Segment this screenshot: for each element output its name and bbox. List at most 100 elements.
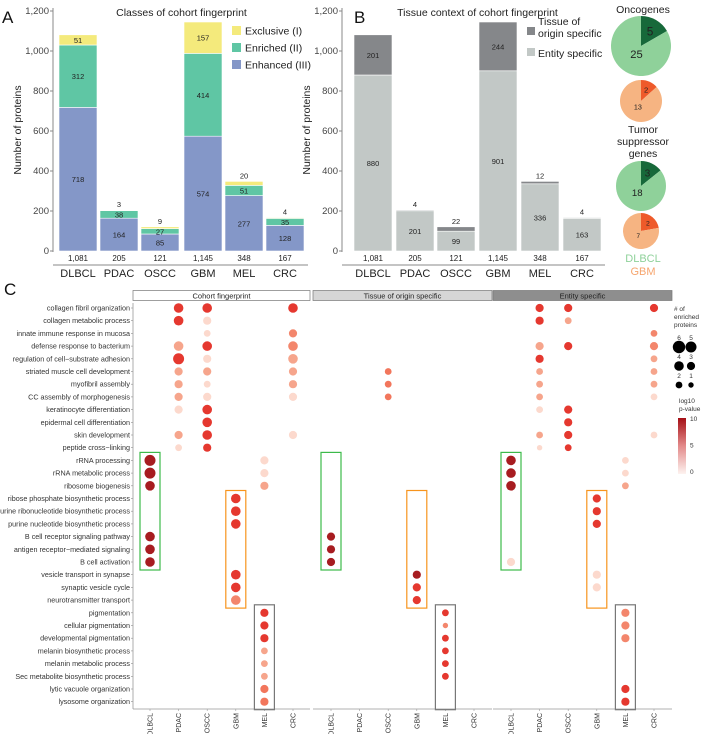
term-label: B cell receptor signaling pathway bbox=[25, 532, 130, 541]
dot bbox=[326, 532, 336, 541]
term-label: rRNA processing bbox=[76, 456, 130, 465]
dot bbox=[202, 341, 212, 351]
y-tick-label: 400 bbox=[322, 166, 338, 177]
bar-value-label: 4 bbox=[580, 208, 584, 217]
size-legend-dot bbox=[685, 341, 697, 353]
dot bbox=[442, 622, 449, 629]
dot bbox=[592, 570, 601, 579]
color-legend-title: log10 bbox=[679, 398, 695, 405]
size-legend-label: 6 bbox=[677, 335, 681, 342]
legend-label: Enhanced (III) bbox=[245, 60, 311, 72]
y-tick-label: 1,000 bbox=[314, 46, 338, 57]
bar-value-label: 157 bbox=[197, 34, 210, 43]
bar-segment bbox=[395, 209, 435, 212]
highlight-box bbox=[253, 604, 275, 711]
x-tick-label: MEL bbox=[529, 268, 552, 280]
term-label: melanin metabolic process bbox=[45, 659, 130, 668]
dot bbox=[231, 595, 241, 605]
bar-value-label: 880 bbox=[367, 159, 380, 168]
term-label: collagen fibril organization bbox=[47, 304, 130, 313]
dot bbox=[536, 368, 543, 375]
pie-slice bbox=[623, 213, 659, 249]
size-legend-label: 4 bbox=[677, 354, 681, 361]
bar-segment bbox=[183, 135, 223, 252]
dot bbox=[442, 634, 449, 642]
dot bbox=[260, 469, 269, 478]
y-tick-label: 1,000 bbox=[25, 46, 49, 57]
dot bbox=[260, 621, 269, 630]
dot bbox=[536, 406, 543, 413]
legend-swatch bbox=[232, 26, 241, 35]
dot bbox=[650, 330, 658, 337]
bar-value-label: 164 bbox=[113, 231, 126, 240]
dot bbox=[592, 583, 601, 592]
bar-segment bbox=[224, 195, 264, 252]
bar-segment bbox=[183, 53, 223, 137]
term-label: vesicle transport in synapse bbox=[41, 570, 130, 579]
facet-strip bbox=[492, 290, 673, 301]
dot bbox=[261, 672, 268, 680]
size-legend-dot bbox=[688, 382, 694, 388]
highlight-box bbox=[139, 451, 161, 571]
facet-strip-label: Entity specific bbox=[560, 292, 606, 301]
color-legend-tick: 5 bbox=[690, 443, 694, 450]
dot bbox=[173, 303, 184, 313]
x-tick-label: PDAC bbox=[537, 713, 544, 732]
term-label: cellular pigmentation bbox=[64, 621, 130, 630]
pie-group-title: Tumor bbox=[628, 124, 658, 136]
bar-value-label: 201 bbox=[367, 51, 380, 60]
bar-segment bbox=[478, 70, 518, 252]
legend-label: Exclusive (I) bbox=[245, 26, 302, 38]
size-legend-label: 3 bbox=[689, 354, 693, 361]
x-tick-label: DLBCL bbox=[60, 268, 95, 280]
dot bbox=[261, 660, 268, 667]
bar-value-label: 163 bbox=[576, 231, 589, 240]
dot bbox=[261, 647, 268, 655]
x-tick-label: MEL bbox=[623, 713, 630, 728]
bar-value-label: 128 bbox=[279, 234, 292, 243]
bar-total-label: 1,081 bbox=[363, 254, 384, 263]
x-tick-label: GBM bbox=[414, 713, 421, 729]
bar-value-label: 12 bbox=[536, 171, 544, 180]
x-tick-label: DLBCL bbox=[355, 268, 390, 280]
size-legend-label: 1 bbox=[689, 373, 693, 380]
bar-segment bbox=[265, 217, 305, 219]
panel-label-a: A bbox=[2, 8, 14, 27]
x-tick-label: GBM bbox=[233, 713, 240, 729]
dot bbox=[621, 634, 630, 643]
dot bbox=[442, 660, 449, 667]
term-label: developmental pigmentation bbox=[40, 634, 130, 643]
dot bbox=[260, 481, 269, 490]
dot bbox=[203, 316, 212, 325]
term-label: epidermal cell differentiation bbox=[41, 418, 130, 427]
x-tick-label: OSCC bbox=[144, 268, 176, 280]
legend-label: Tissue of bbox=[538, 16, 580, 28]
dot bbox=[288, 380, 298, 389]
dot bbox=[288, 392, 298, 401]
bar-value-label: 99 bbox=[452, 237, 460, 246]
dot bbox=[173, 341, 184, 351]
bar-total-label: 205 bbox=[408, 254, 422, 263]
term-label: neurotransmitter transport bbox=[47, 596, 130, 605]
bar-total-label: 121 bbox=[449, 254, 463, 263]
legend-swatch bbox=[232, 43, 241, 52]
bar-segment bbox=[140, 226, 180, 229]
dot bbox=[231, 582, 241, 593]
term-label: regulation of cell−substrate adhesion bbox=[13, 354, 130, 363]
pie-slice bbox=[619, 80, 662, 122]
highlight-box bbox=[586, 489, 608, 609]
pie-group-title: suppressor bbox=[617, 136, 669, 148]
dot bbox=[384, 380, 392, 388]
size-legend-dot bbox=[672, 340, 686, 354]
dot bbox=[202, 404, 212, 415]
dot bbox=[288, 430, 298, 440]
highlight-box bbox=[320, 451, 342, 571]
pie-legend-label: GBM bbox=[630, 266, 655, 278]
dot bbox=[536, 393, 543, 401]
bar-segment bbox=[183, 21, 223, 54]
dot bbox=[592, 507, 601, 516]
dot bbox=[288, 354, 298, 364]
dot bbox=[288, 367, 298, 376]
dot bbox=[202, 430, 212, 440]
